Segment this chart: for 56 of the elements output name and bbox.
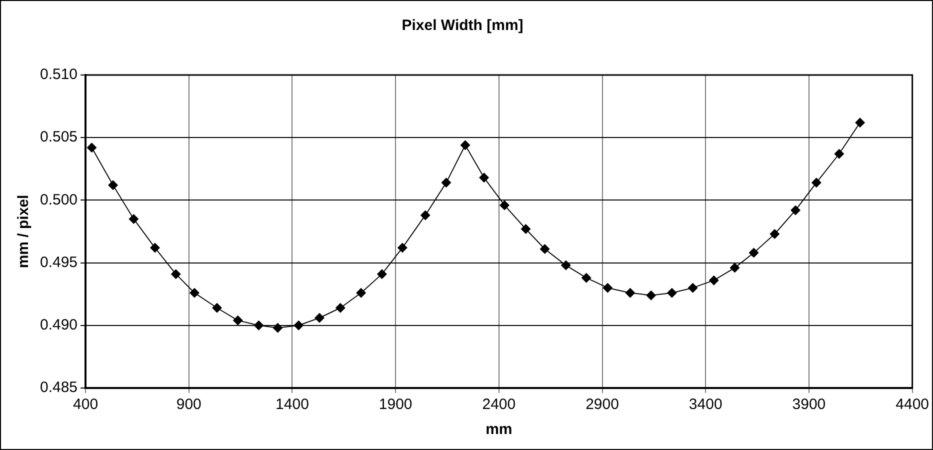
point [108,180,118,190]
point [708,275,719,286]
x-tick-label: 400 [73,396,98,414]
point [602,282,613,293]
point [811,178,822,188]
point [441,178,452,188]
point [834,148,844,159]
y-tick-label: 0.485 [40,379,78,396]
point [128,214,139,224]
point [581,272,592,283]
point [356,288,366,298]
point [666,288,677,298]
point [460,140,470,150]
point [294,320,304,330]
point [376,269,387,280]
point [335,302,346,313]
point [150,242,160,253]
point [540,244,550,254]
y-tick-label: 0.510 [40,66,78,84]
point [500,200,510,210]
y-tick-label: 0.505 [40,128,78,146]
point [688,282,698,293]
x-tick-label: 2400 [482,396,516,414]
point [730,262,740,273]
x-tick-label: 1900 [378,396,412,414]
point [560,260,571,270]
y-tick-label: 0.500 [40,191,78,208]
point [170,269,181,280]
point [189,288,200,298]
point [272,322,283,333]
point [314,312,325,323]
point [420,210,430,220]
x-tick-label: 900 [176,396,202,414]
point [397,242,408,253]
point [86,142,97,153]
point [520,224,531,234]
x-tick-label: 1400 [276,396,309,414]
x-tick-label: 3900 [792,396,826,414]
point [748,248,759,258]
x-tick-label: 3400 [688,396,722,414]
x-tick-label: 4400 [896,396,930,414]
point [232,315,243,326]
point [479,172,490,183]
point [625,288,636,298]
point [254,320,264,330]
y-tick-label: 0.490 [40,316,78,334]
x-tick-label: 2900 [586,396,619,414]
y-tick-label: 0.495 [40,254,78,271]
point [855,118,866,128]
point [212,302,222,313]
chart-title: Pixel Width [mm] [402,17,524,34]
point [790,205,801,216]
point [646,290,656,300]
point [770,229,780,240]
x-axis-title: mm [486,421,512,438]
y-axis-title: mm / pixel [15,194,32,268]
